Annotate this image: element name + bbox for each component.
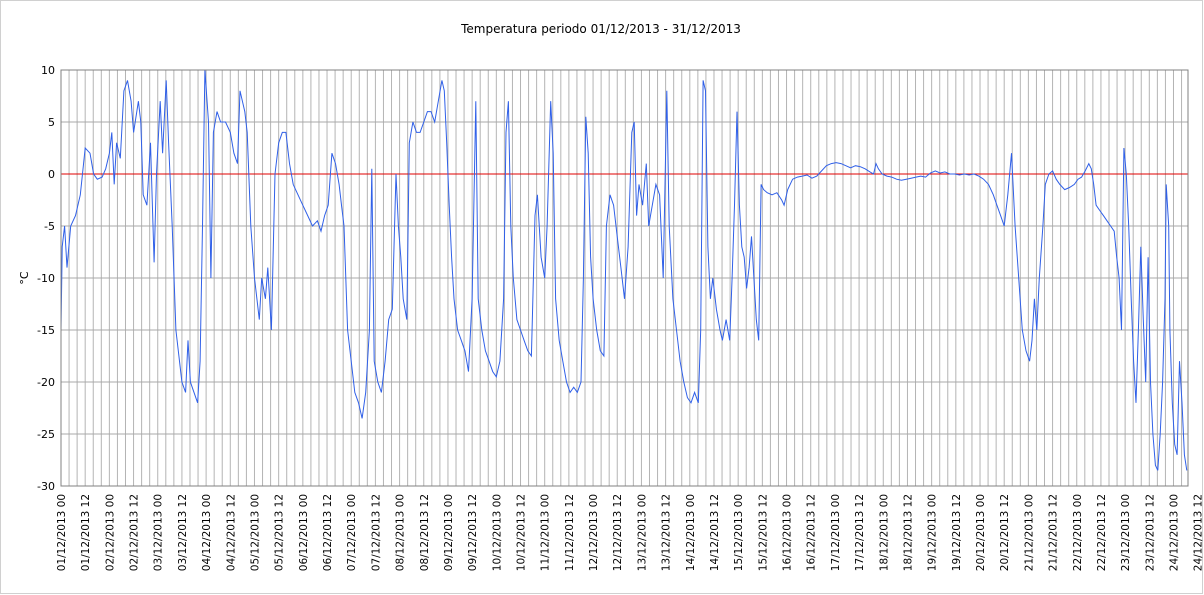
x-tick-label: 15/12/2013 00 (733, 494, 745, 571)
y-axis-label: °C (18, 271, 31, 285)
x-tick-label: 07/12/2013 00 (346, 494, 358, 571)
x-tick-label: 06/12/2013 12 (322, 494, 334, 571)
x-tick-label: 21/12/2013 12 (1048, 494, 1060, 571)
x-tick-label: 22/12/2013 00 (1072, 494, 1084, 571)
y-tick-label: -30 (37, 480, 55, 493)
chart-title: Temperatura periodo 01/12/2013 - 31/12/2… (460, 22, 741, 36)
x-tick-label: 05/12/2013 12 (274, 494, 286, 571)
x-tick-label: 24/12/2013 00 (1168, 494, 1180, 571)
x-tick-label: 02/12/2013 12 (129, 494, 141, 571)
x-tick-label: 17/12/2013 00 (830, 494, 842, 571)
x-tick-label: 15/12/2013 12 (757, 494, 769, 571)
x-tick-label: 08/12/2013 00 (395, 494, 407, 571)
x-tick-label: 18/12/2013 12 (902, 494, 914, 571)
plot-area-border (60, 69, 1189, 487)
x-tick-label: 18/12/2013 00 (878, 494, 890, 571)
x-tick-label: 13/12/2013 12 (661, 494, 673, 571)
x-tick-label: 22/12/2013 12 (1096, 494, 1108, 571)
x-tick-label: 03/12/2013 00 (153, 494, 165, 571)
y-tick-label: -10 (37, 272, 55, 285)
x-tick-label: 19/12/2013 00 (927, 494, 939, 571)
x-tick-label: 09/12/2013 12 (467, 494, 479, 571)
x-tick-label: 21/12/2013 00 (1023, 494, 1035, 571)
x-tick-label: 01/12/2013 12 (80, 494, 92, 571)
x-tick-label: 23/12/2013 12 (1144, 494, 1156, 571)
x-tick-label: 10/12/2013 00 (491, 494, 503, 571)
x-tick-label: 12/12/2013 12 (612, 494, 624, 571)
x-tick-label: 12/12/2013 00 (588, 494, 600, 571)
y-tick-label: -5 (44, 220, 55, 233)
y-tick-label: 0 (48, 168, 55, 181)
series-line-temperature (60, 69, 1188, 471)
x-tick-label: 01/12/2013 00 (56, 494, 68, 571)
x-tick-label: 10/12/2013 12 (516, 494, 528, 571)
x-tick-label: 06/12/2013 00 (298, 494, 310, 571)
x-tick-label: 16/12/2013 00 (782, 494, 794, 571)
x-tick-label: 14/12/2013 12 (709, 494, 721, 571)
y-tick-label: 5 (48, 116, 55, 129)
x-tick-label: 14/12/2013 00 (685, 494, 697, 571)
x-tick-label: 07/12/2013 12 (370, 494, 382, 571)
x-tick-label: 04/12/2013 12 (225, 494, 237, 571)
y-tick-label: -15 (37, 324, 55, 337)
y-tick-labels: 10 5 0 -5 -10 -15 -20 -25 -30 (37, 64, 55, 493)
x-tick-label: 02/12/2013 00 (104, 494, 116, 571)
x-tick-label: 08/12/2013 12 (419, 494, 431, 571)
x-tick-label: 16/12/2013 12 (806, 494, 818, 571)
x-tick-label: 04/12/2013 00 (201, 494, 213, 571)
x-tick-label: 23/12/2013 00 (1120, 494, 1132, 571)
x-tick-label: 20/12/2013 12 (999, 494, 1011, 571)
x-tick-label: 13/12/2013 00 (636, 494, 648, 571)
x-tick-label: 05/12/2013 00 (249, 494, 261, 571)
x-tick-label: 09/12/2013 00 (443, 494, 455, 571)
x-tick-label: 19/12/2013 12 (951, 494, 963, 571)
y-tick-label: 10 (41, 64, 55, 77)
x-tick-label: 11/12/2013 00 (540, 494, 552, 571)
x-tick-label: 11/12/2013 12 (564, 494, 576, 571)
x-tick-label: 03/12/2013 12 (177, 494, 189, 571)
y-tick-label: -25 (37, 428, 55, 441)
x-tick-label: 24/12/2013 12 (1193, 494, 1204, 571)
x-tick-label: 20/12/2013 00 (975, 494, 987, 571)
x-tick-labels: 01/12/2013 00 01/12/2013 12 02/12/2013 00 0… (56, 494, 1204, 571)
y-tick-label: -20 (37, 376, 55, 389)
x-tick-label: 17/12/2013 12 (854, 494, 866, 571)
